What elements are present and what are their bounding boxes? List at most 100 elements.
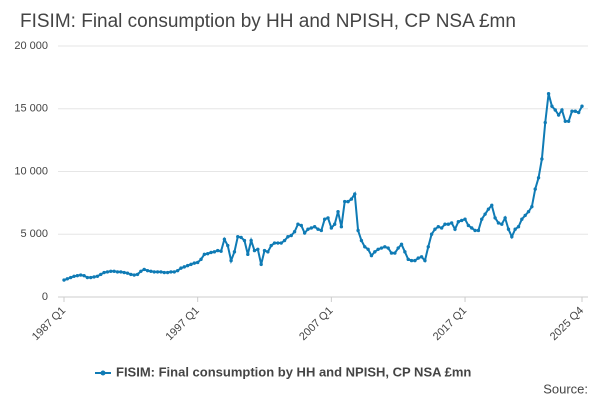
data-point <box>135 272 140 277</box>
data-point <box>309 226 314 230</box>
y-tick-label: 0 <box>42 291 48 303</box>
data-point <box>363 245 367 249</box>
data-point <box>155 270 160 274</box>
data-point <box>419 255 424 259</box>
data-point <box>236 235 240 239</box>
data-point <box>89 275 93 280</box>
data-point <box>219 249 223 253</box>
data-point <box>85 275 90 280</box>
data-point <box>473 228 477 233</box>
data-point <box>132 273 136 277</box>
data-point <box>229 258 233 263</box>
data-point <box>486 207 491 211</box>
x-tick-label: 1997 Q1 <box>164 305 202 343</box>
data-point <box>406 257 410 262</box>
data-point <box>289 233 293 238</box>
data-point <box>212 250 217 254</box>
data-point <box>453 227 457 231</box>
data-point <box>125 271 130 275</box>
source: Source: <box>543 381 588 396</box>
data-point <box>456 220 461 224</box>
data-point <box>95 274 100 278</box>
data-point <box>506 227 511 231</box>
data-point <box>336 209 340 214</box>
data-point <box>319 228 324 233</box>
data-point <box>306 227 310 231</box>
data-point <box>316 227 320 231</box>
data-point <box>429 232 434 236</box>
legend-marker <box>100 370 106 376</box>
data-point <box>239 235 243 240</box>
data-point <box>570 109 574 113</box>
data-point <box>296 222 300 226</box>
data-point <box>165 270 170 275</box>
data-point <box>553 108 557 112</box>
data-point <box>172 270 176 274</box>
data-point <box>550 104 554 108</box>
data-point <box>476 228 481 233</box>
data-point <box>149 269 153 273</box>
data-point <box>379 246 384 250</box>
data-point <box>246 252 250 257</box>
data-point <box>276 241 280 245</box>
data-point <box>503 216 507 220</box>
data-point <box>396 246 400 250</box>
data-point <box>409 258 414 263</box>
data-point <box>152 270 156 274</box>
data-point <box>543 120 547 125</box>
data-point <box>533 187 537 191</box>
data-point <box>202 252 207 257</box>
data-point <box>403 250 407 254</box>
data-point <box>490 203 494 208</box>
data-point <box>449 221 454 225</box>
data-point <box>383 245 387 249</box>
data-point <box>119 270 123 274</box>
data-point <box>272 241 277 245</box>
data-point <box>566 119 571 124</box>
data-point <box>292 230 297 234</box>
data-point <box>466 223 471 228</box>
data-point <box>199 257 203 262</box>
data-point <box>346 199 350 204</box>
data-point <box>139 269 143 273</box>
data-point <box>242 238 247 243</box>
data-point <box>169 270 173 274</box>
data-point <box>102 270 106 275</box>
data-point <box>206 252 210 256</box>
data-point <box>443 222 447 226</box>
data-point <box>62 278 66 282</box>
x-tick-label: 2017 Q1 <box>431 305 469 343</box>
data-point <box>269 243 273 248</box>
x-tick-label: 2025 Q4 <box>548 305 586 343</box>
data-point <box>496 221 501 225</box>
y-tick-label: 15 000 <box>14 103 48 115</box>
data-point <box>182 265 187 269</box>
data-point <box>386 246 390 250</box>
data-point <box>142 267 146 272</box>
data-point <box>563 119 567 124</box>
data-point <box>226 243 230 248</box>
data-point <box>105 270 110 274</box>
series-line <box>63 93 583 281</box>
data-point <box>286 235 290 239</box>
data-point <box>510 235 514 239</box>
data-point <box>436 225 440 229</box>
data-point <box>389 251 394 255</box>
data-point <box>129 272 133 277</box>
data-point <box>75 273 80 278</box>
x-tick-label: 2007 Q1 <box>297 305 335 343</box>
data-point <box>546 91 551 96</box>
data-point <box>513 227 517 231</box>
x-tick-label: 1987 Q1 <box>30 305 68 343</box>
data-point <box>376 247 380 252</box>
data-point <box>72 274 76 278</box>
data-point <box>332 222 337 226</box>
data-point <box>145 268 150 273</box>
data-point <box>99 272 103 277</box>
data-point <box>92 275 96 279</box>
data-point <box>262 248 267 253</box>
data-point <box>459 218 464 223</box>
data-point <box>259 262 263 267</box>
data-point <box>349 197 354 201</box>
data-point <box>322 217 327 221</box>
